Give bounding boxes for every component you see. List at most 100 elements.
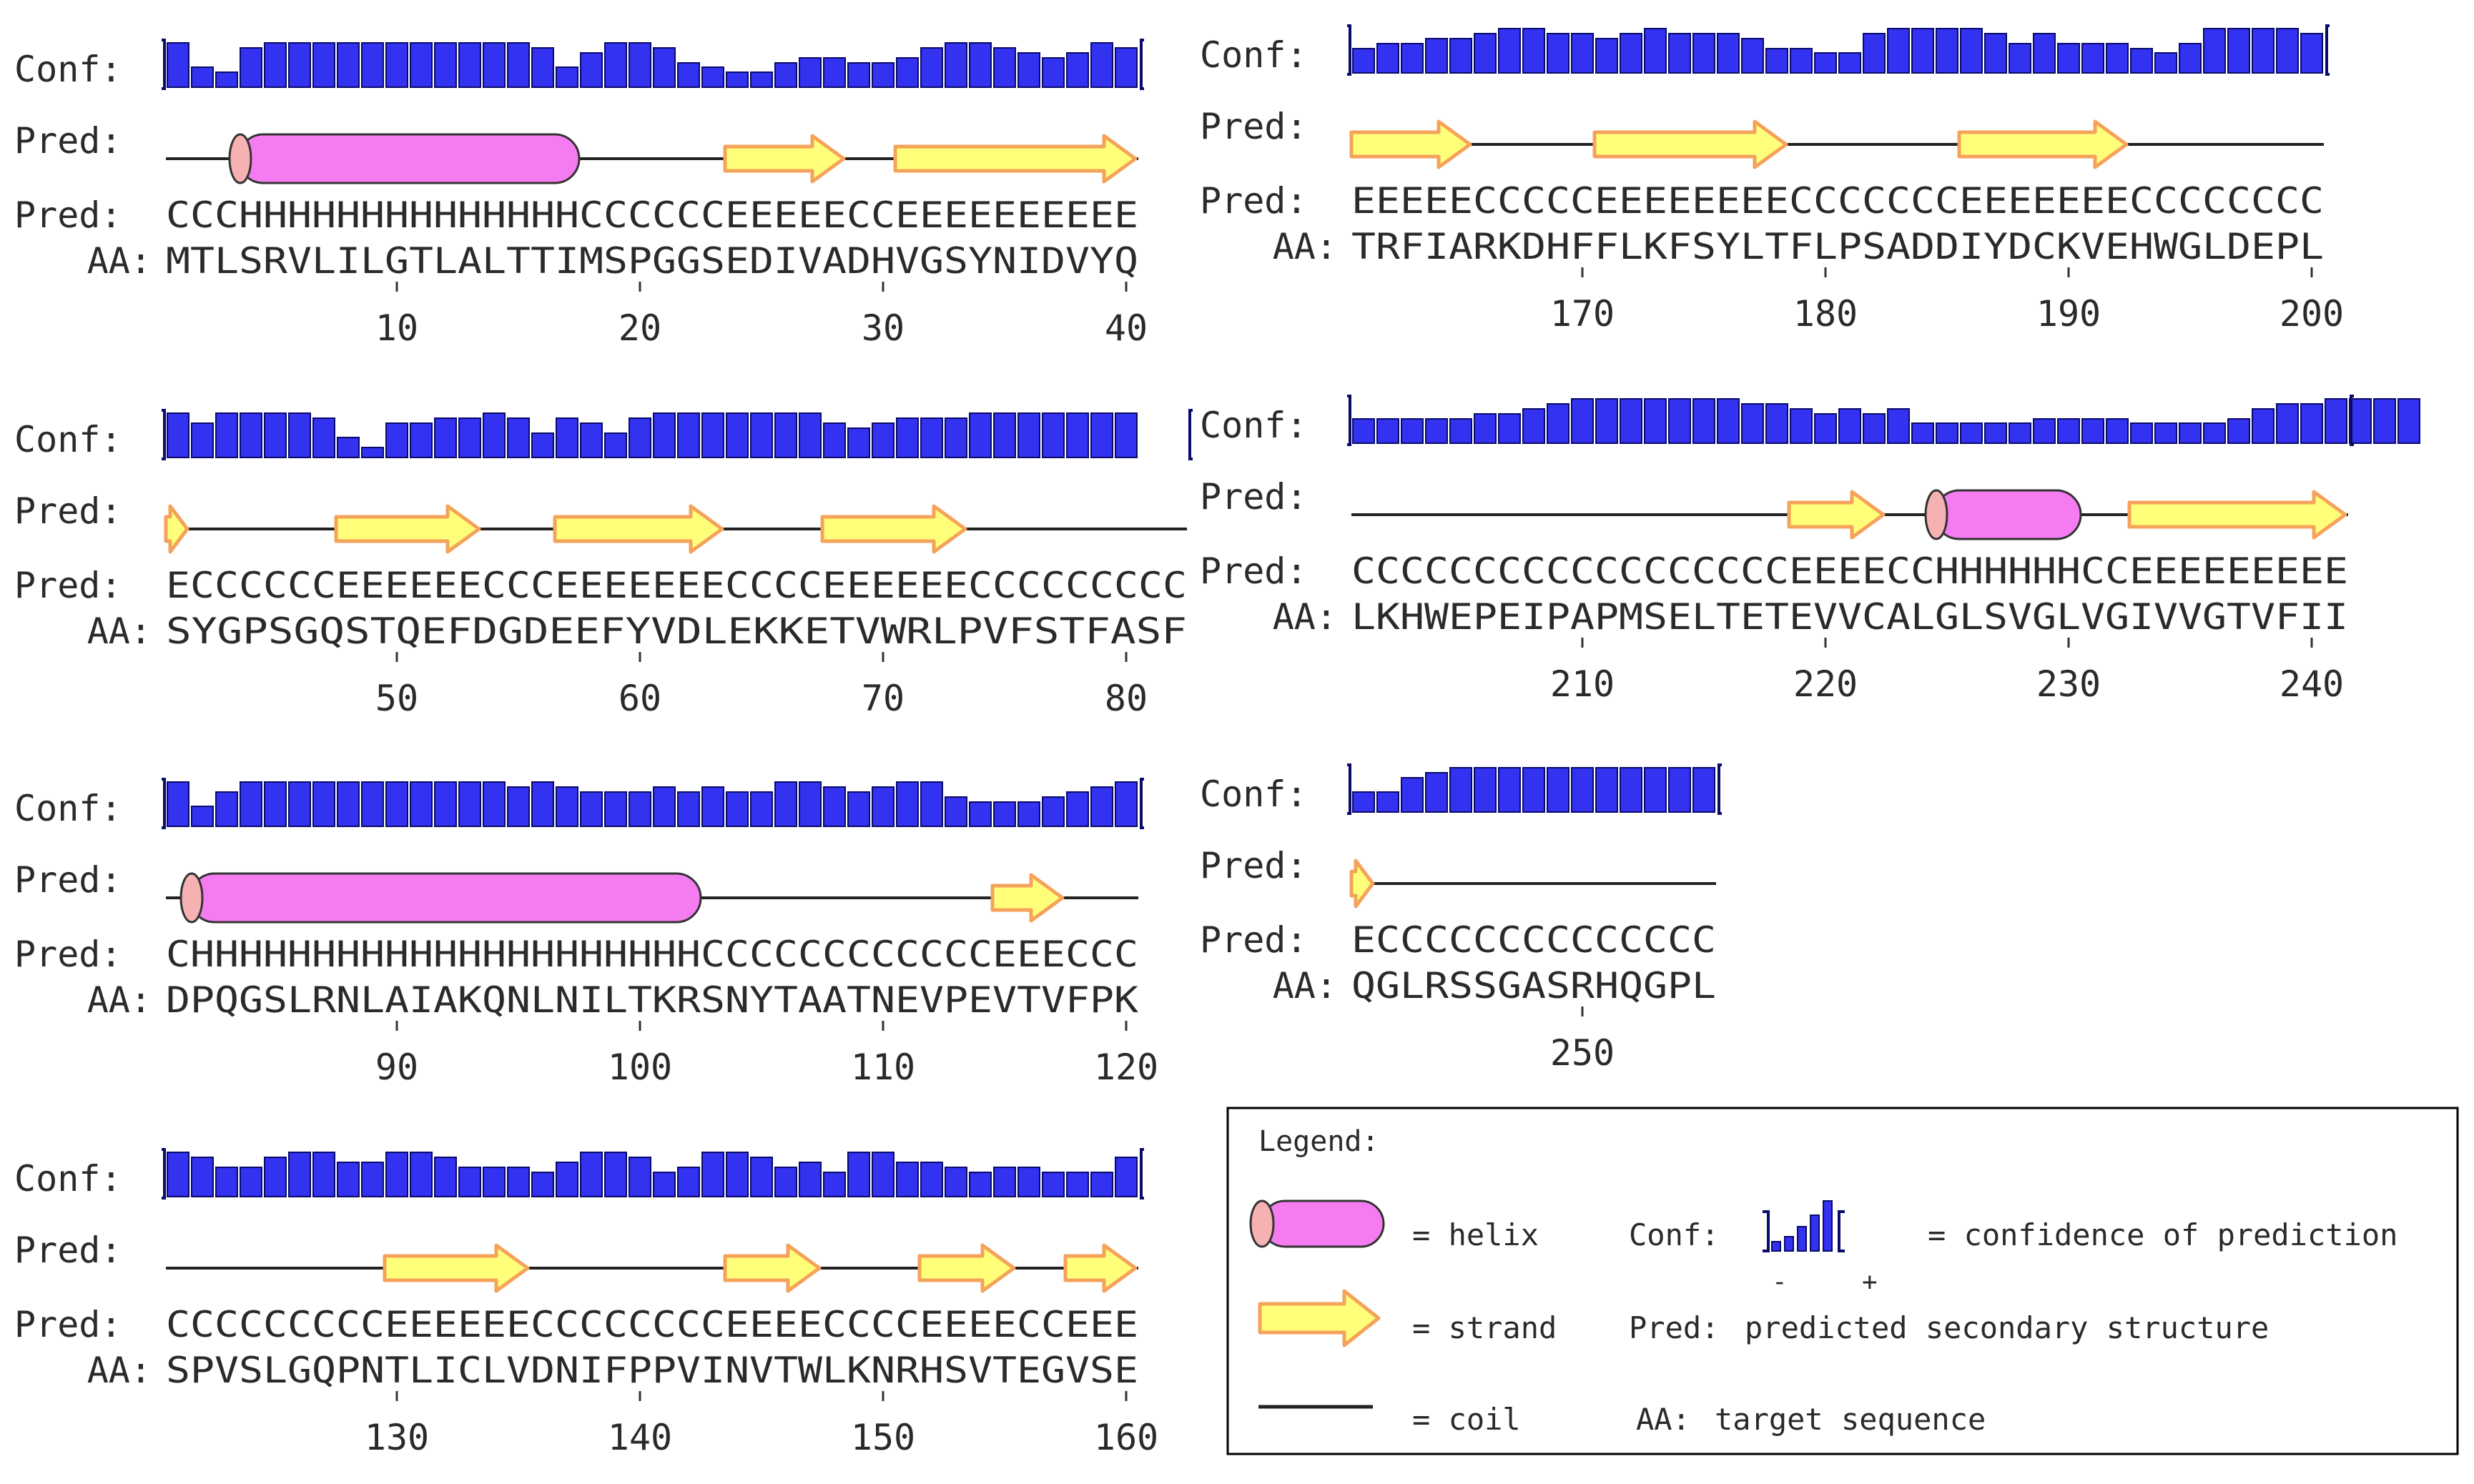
conf-bar — [2227, 28, 2250, 74]
conf-bar — [240, 1167, 262, 1197]
conf-bar — [264, 781, 287, 827]
conf-bar — [920, 781, 943, 827]
conf-bar — [458, 417, 481, 458]
pred-label: Pred: — [1200, 106, 1308, 147]
conf-bar — [604, 42, 627, 88]
pred-label: Pred: — [14, 194, 122, 236]
conf-bar — [1449, 767, 1472, 813]
conf-bar — [1449, 38, 1472, 74]
pred-label: Pred: — [14, 1304, 122, 1345]
prediction-blocks: Conf:Pred:Pred:AA:CCCHHHHHHHHHHHHHHCCCCC… — [14, 24, 2420, 1458]
conf-bar — [1090, 412, 1113, 458]
tick-label: 190 — [2036, 293, 2101, 335]
conf-bar — [2300, 33, 2323, 74]
pred-label: Pred: — [1200, 919, 1308, 961]
conf-bar — [969, 1172, 992, 1197]
conf-bar — [653, 47, 676, 88]
conf-bar — [750, 71, 773, 88]
conf-bar — [1790, 48, 1813, 74]
conf-bar — [1547, 767, 1569, 813]
conf-bar — [2154, 52, 2177, 74]
conf-bar — [312, 1152, 335, 1197]
conf-bar — [361, 447, 384, 458]
conf-bar — [1790, 408, 1813, 444]
strand-arrow — [164, 504, 189, 554]
conf-bar — [969, 412, 992, 458]
conf-bar — [1765, 48, 1788, 74]
legend-pred-desc: predicted secondary structure — [1745, 1310, 2269, 1345]
conf-bar — [1425, 38, 1448, 74]
conf-bar — [2179, 422, 2202, 444]
conf-bar — [653, 1172, 676, 1197]
conf-bracket-left — [1347, 763, 1351, 815]
strand-arrow — [893, 134, 1138, 184]
legend-pred-label: Pred: — [1629, 1310, 1719, 1345]
conf-bar — [1474, 33, 1497, 74]
pred-label: Pred: — [14, 1230, 122, 1271]
conf-bar — [701, 786, 724, 827]
sequence-block: Conf:Pred:Pred:AA:CCCHHHHHHHHHHHHHHCCCCC… — [14, 39, 1148, 349]
conf-bar — [1474, 767, 1497, 813]
conf-bar — [410, 781, 433, 827]
tick-label: 210 — [1550, 663, 1615, 705]
conf-bar — [2081, 43, 2104, 74]
conf-bracket-left — [1347, 395, 1351, 446]
conf-bar — [458, 42, 481, 88]
conf-bar — [1692, 33, 1715, 74]
tick-label: 200 — [2280, 293, 2344, 335]
conf-bar — [1376, 791, 1399, 813]
aa-sequence: TRFIARKDHFFLKFSYLTFLPSADDIYDCKVEHWGLDEPL — [1351, 226, 2324, 267]
conf-bar — [774, 62, 797, 88]
conf-bar — [312, 781, 335, 827]
conf-bar — [2057, 43, 2080, 74]
conf-bracket-right — [1140, 1148, 1144, 1199]
conf-bar — [1911, 28, 1934, 74]
conf-bar — [1936, 422, 1958, 444]
conf-bar — [531, 781, 554, 827]
conf-bar — [1717, 398, 1740, 444]
conf-bar — [434, 781, 457, 827]
conf-bar — [1595, 767, 1618, 813]
legend-box — [1226, 1107, 2459, 1455]
conf-bar — [337, 1162, 360, 1197]
conf-bar — [1376, 418, 1399, 444]
conf-bar — [1474, 413, 1497, 444]
sequence-block: Conf:Pred:Pred:AA:CCCCCCCCCCCCCCCCCCEEEE… — [1200, 395, 2420, 705]
conf-bar — [847, 791, 870, 827]
conf-bar — [240, 781, 262, 827]
conf-bar — [1936, 28, 1958, 74]
conf-bar — [993, 47, 1016, 88]
legend-coil-label: = coil — [1412, 1402, 1521, 1437]
conf-bar — [920, 417, 943, 458]
conf-bar — [2130, 48, 2153, 74]
conf-bar — [1595, 398, 1618, 444]
conf-bar — [434, 42, 457, 88]
legend-aa-desc: target sequence — [1715, 1402, 1986, 1437]
conf-bracket-left — [1347, 24, 1351, 76]
conf-bar — [1066, 1172, 1089, 1197]
conf-bar — [945, 417, 967, 458]
conf-bar — [1863, 33, 1886, 74]
tick-label: 90 — [375, 1047, 418, 1088]
conf-bar — [2252, 408, 2275, 444]
conf-bar — [1620, 767, 1642, 813]
conf-bar — [1522, 28, 1545, 74]
conf-bar — [653, 412, 676, 458]
conf-bracket-right — [2325, 24, 2330, 76]
legend-conf-icon — [1763, 1200, 1845, 1252]
conf-bracket-right — [1717, 763, 1722, 815]
conf-bar — [312, 417, 335, 458]
conf-label: Conf: — [14, 419, 122, 460]
conf-bar — [847, 1152, 870, 1197]
conf-bar — [191, 1157, 214, 1197]
conf-bar — [750, 791, 773, 827]
conf-bar — [1620, 33, 1642, 74]
conf-bar — [1352, 418, 1375, 444]
conf-bar — [2009, 422, 2031, 444]
conf-bar — [799, 781, 822, 827]
aa-sequence: SYGPSGQSTQEFDGDEEFYVDLEKKETVWRLPVFSTFASF — [166, 610, 1187, 652]
conf-bar — [288, 412, 311, 458]
conf-bar — [872, 1152, 895, 1197]
conf-bar — [385, 42, 408, 88]
